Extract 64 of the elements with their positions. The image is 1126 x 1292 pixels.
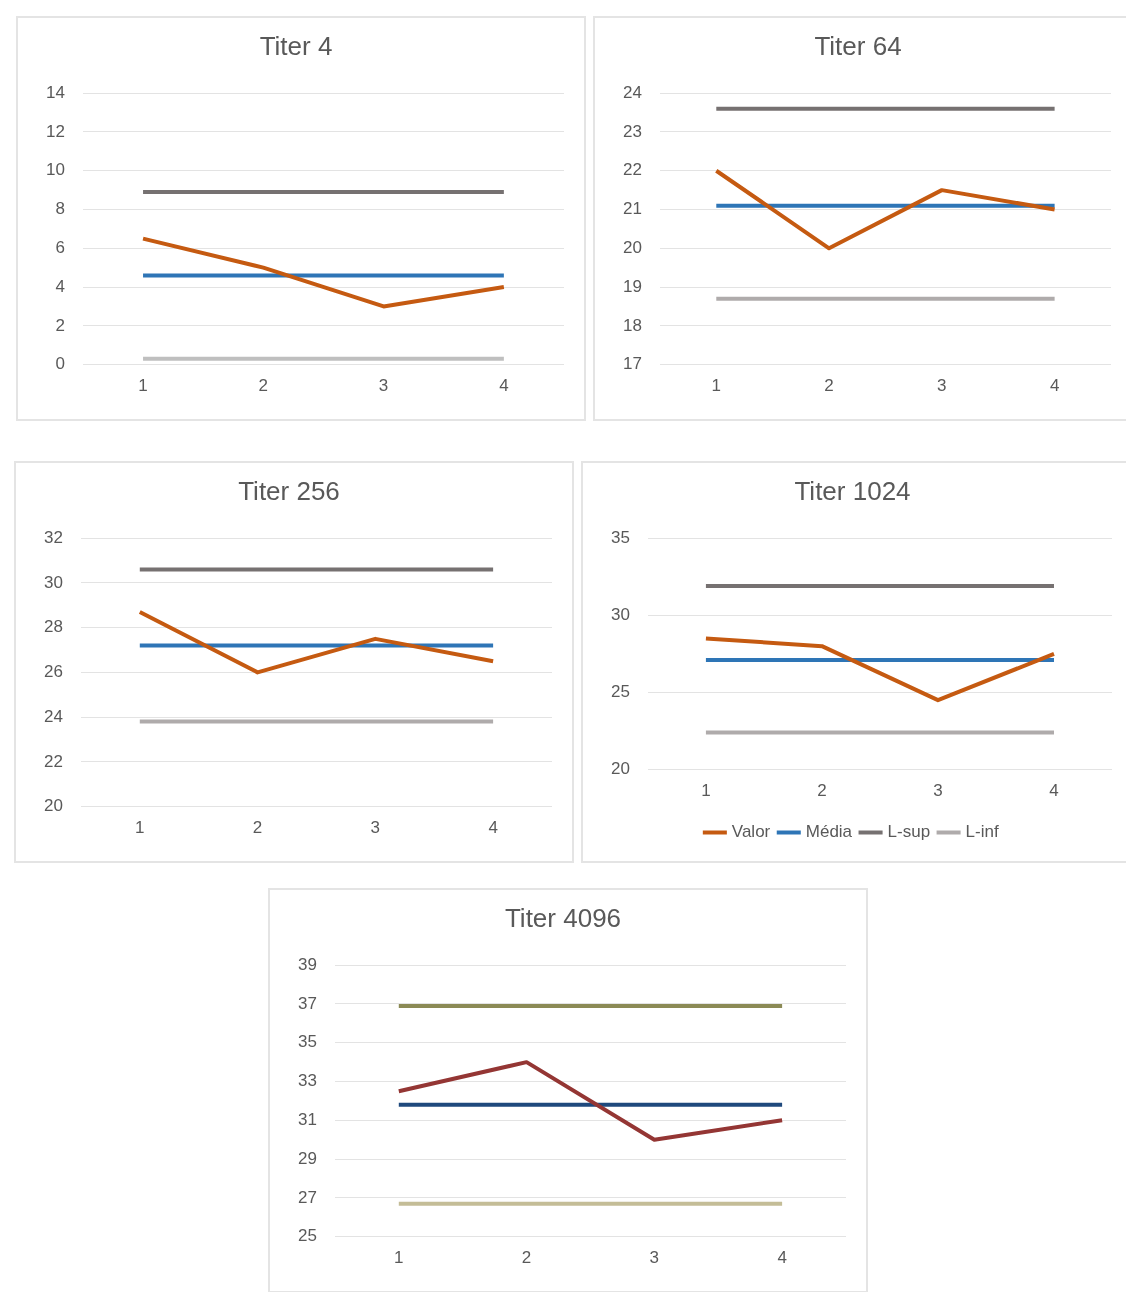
x-tick-label: 4: [488, 818, 498, 838]
y-tick-label: 25: [610, 682, 630, 702]
y-tick-label: 35: [297, 1032, 317, 1052]
y-tick-label: 27: [297, 1187, 317, 1207]
x-tick-label: 1: [711, 376, 722, 396]
legend-label: L-inf: [965, 822, 999, 842]
y-tick-label: 22: [622, 160, 642, 180]
y-tick-label: 12: [45, 121, 65, 141]
y-tick-label: 20: [622, 237, 642, 257]
x-tick-label: 2: [252, 818, 263, 838]
y-tick-label: 10: [45, 160, 65, 180]
y-tick-label: 22: [43, 751, 63, 771]
y-tick-label: 31: [297, 1109, 317, 1129]
x-tick-label: 1: [701, 781, 711, 801]
y-tick-label: 2: [55, 315, 65, 335]
y-tick-label: 20: [610, 759, 630, 779]
y-tick-label: 29: [297, 1148, 317, 1168]
y-tick-label: 20: [43, 796, 63, 816]
y-tick-label: 4: [55, 276, 65, 296]
y-tick-label: 0: [55, 354, 65, 374]
y-tick-label: 24: [622, 82, 642, 102]
x-tick-label: 1: [138, 376, 148, 396]
y-tick-label: 30: [610, 605, 630, 625]
y-tick-label: 23: [622, 121, 642, 141]
x-tick-label: 4: [499, 376, 509, 396]
y-tick-label: 8: [55, 199, 65, 219]
y-tick-label: 25: [297, 1226, 317, 1246]
x-tick-label: 3: [937, 376, 947, 396]
y-tick-label: 28: [43, 617, 63, 637]
y-tick-label: 14: [45, 82, 65, 102]
x-tick-label: 2: [824, 376, 834, 396]
y-tick-label: 18: [622, 315, 642, 335]
x-tick-label: 2: [258, 376, 269, 396]
x-tick-label: 4: [777, 1248, 787, 1268]
x-tick-label: 1: [135, 818, 145, 838]
y-tick-label: 6: [55, 237, 65, 257]
x-tick-label: 3: [370, 818, 381, 838]
y-tick-label: 24: [43, 706, 63, 726]
legend-label: L-sup: [887, 822, 931, 842]
y-tick-label: 39: [297, 954, 317, 974]
x-tick-label: 4: [1049, 781, 1059, 801]
y-tick-label: 35: [610, 527, 630, 547]
y-tick-label: 37: [297, 993, 317, 1013]
y-tick-label: 17: [622, 354, 642, 374]
y-tick-label: 30: [43, 572, 63, 592]
x-tick-label: 3: [649, 1248, 660, 1268]
x-tick-label: 3: [933, 781, 943, 801]
x-tick-label: 2: [521, 1248, 532, 1268]
x-tick-label: 1: [394, 1248, 404, 1268]
y-tick-label: 32: [43, 527, 63, 547]
chart-title: Titer 256: [238, 475, 340, 506]
y-tick-label: 33: [297, 1071, 317, 1091]
legend-label: Valor: [731, 822, 771, 842]
x-tick-label: 3: [378, 376, 389, 396]
chart-title: Titer 64: [814, 30, 902, 61]
chart-title: Titer 4: [259, 30, 333, 61]
x-tick-label: 2: [817, 781, 827, 801]
y-tick-label: 26: [43, 662, 63, 682]
legend-label: Média: [805, 822, 853, 842]
x-tick-label: 4: [1049, 376, 1060, 396]
y-tick-label: 19: [622, 276, 642, 296]
y-tick-label: 21: [622, 199, 642, 219]
chart-title: Titer 4096: [504, 902, 622, 933]
chart-title: Titer 1024: [794, 475, 911, 506]
